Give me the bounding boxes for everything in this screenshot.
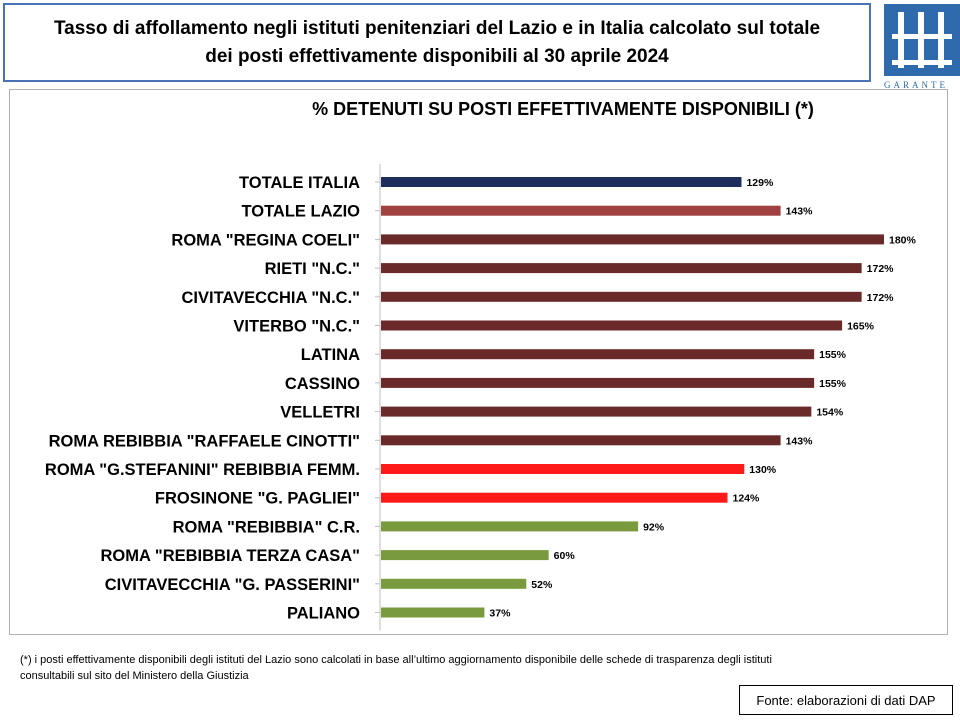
category-label: RIETI "N.C." (265, 260, 360, 278)
category-label: CIVITAVECCHIA "G. PASSERINI" (105, 576, 360, 594)
chart-title-box: Tasso di affollamento negli istituti pen… (3, 3, 871, 82)
category-label: TOTALE LAZIO (241, 203, 360, 221)
data-label: 92% (643, 521, 665, 533)
category-label: CASSINO (285, 375, 360, 393)
chart-area: % DETENUTI SU POSTI EFFETTIVAMENTE DISPO… (9, 89, 948, 635)
category-label: TOTALE ITALIA (239, 174, 360, 192)
bar (381, 607, 485, 618)
garante-logo-icon (884, 4, 960, 76)
chart-title: % DETENUTI SU POSTI EFFETTIVAMENTE DISPO… (312, 99, 814, 119)
category-label: ROMA "REGINA COELI" (171, 231, 360, 249)
data-label: 154% (816, 407, 844, 419)
footnote-line-2: consultabili sul sito del Ministero dell… (20, 670, 249, 682)
bar (381, 349, 815, 360)
bar (381, 320, 843, 331)
bar (381, 435, 781, 446)
data-label: 155% (819, 378, 847, 390)
bar (381, 177, 742, 187)
data-label: 129% (746, 177, 774, 189)
category-label: ROMA REBIBBIA "RAFFAELE CINOTTI" (49, 432, 360, 450)
bar (381, 234, 884, 245)
category-label: ROMA "REBIBBIA TERZA CASA" (101, 547, 360, 565)
bar (381, 406, 812, 417)
bar (381, 263, 862, 274)
data-label: 172% (867, 292, 895, 304)
data-label: 37% (489, 608, 511, 620)
data-label: 172% (867, 263, 895, 275)
bar (381, 521, 639, 532)
page-title-line-1: Tasso di affollamento negli istituti pen… (53, 17, 821, 39)
data-label: 60% (554, 550, 576, 562)
data-label: 130% (749, 464, 777, 476)
category-label: CIVITAVECCHIA "N.C." (181, 289, 360, 307)
data-label: 124% (733, 493, 761, 505)
footnote-line-1: (*) i posti effettivamente disponibili d… (20, 654, 772, 666)
category-label: ROMA "G.STEFANINI" REBIBBIA FEMM. (45, 461, 360, 479)
bar-chart: % DETENUTI SU POSTI EFFETTIVAMENTE DISPO… (45, 99, 917, 631)
category-label: PALIANO (287, 605, 360, 623)
category-label: LATINA (301, 346, 360, 364)
bar (381, 578, 527, 589)
logo-caption: GARANTE (884, 80, 948, 90)
data-label: 180% (889, 234, 917, 246)
category-label: FROSINONE "G. PAGLIEI" (155, 490, 360, 508)
category-label: ROMA "REBIBBIA" C.R. (173, 518, 360, 536)
bar (381, 205, 781, 216)
category-label: VITERBO "N.C." (233, 318, 360, 336)
data-label: 165% (847, 321, 875, 333)
data-label: 155% (819, 349, 847, 361)
bar (381, 492, 728, 503)
bar (381, 377, 815, 388)
data-label: 52% (531, 579, 553, 591)
data-label: 143% (786, 435, 814, 447)
page-title-line-2: dei posti effettivamente disponibili al … (205, 45, 669, 67)
source-note: Fonte: elaborazioni di dati DAP (739, 685, 953, 715)
category-label: VELLETRI (280, 404, 360, 422)
data-label: 143% (786, 206, 814, 218)
bar (381, 291, 862, 302)
footnote: (*) i posti effettivamente disponibili d… (20, 652, 940, 684)
bar (381, 550, 549, 561)
bar (381, 464, 745, 474)
